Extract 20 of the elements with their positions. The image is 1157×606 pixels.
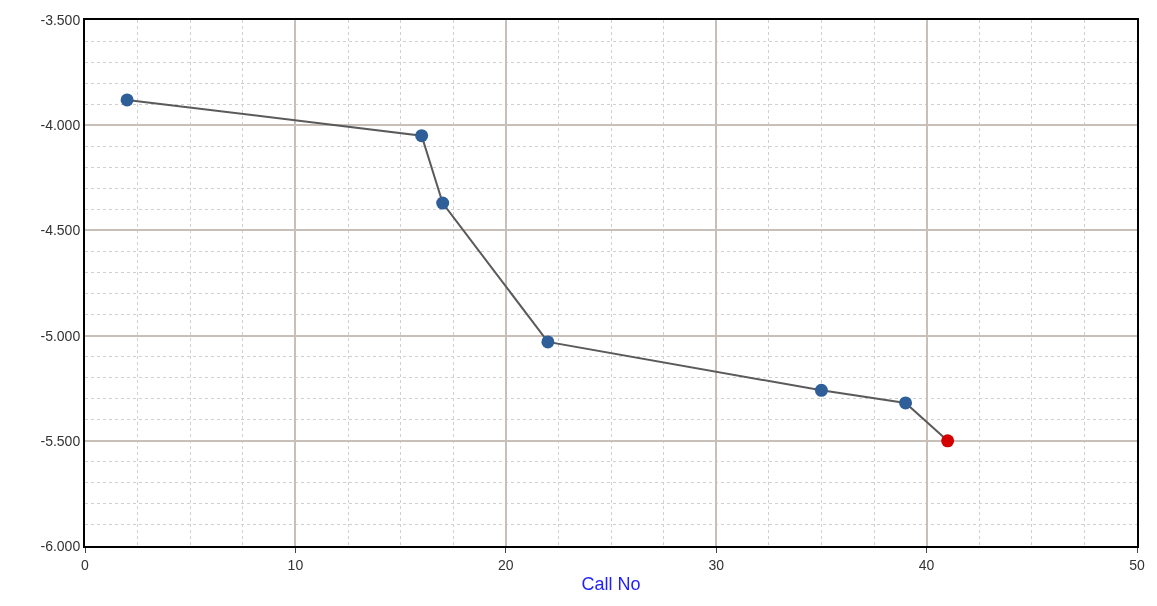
point xyxy=(415,129,429,143)
y-tick-label: -6.000 xyxy=(40,537,81,554)
point xyxy=(814,383,828,397)
x-tick-label: 20 xyxy=(498,556,514,573)
point xyxy=(436,196,450,210)
y-tick-label: -5.000 xyxy=(40,327,81,344)
point xyxy=(541,335,555,349)
y-tick-label: -3.500 xyxy=(40,11,81,28)
x-tick-label: 30 xyxy=(708,556,725,573)
x-tick-label: 50 xyxy=(1129,556,1145,573)
point xyxy=(120,93,134,107)
y-tick-label: -4.000 xyxy=(40,117,81,134)
x-tick-label: 10 xyxy=(287,556,304,573)
y-tick-label: -5.500 xyxy=(40,432,81,449)
x-tick-label: 0 xyxy=(81,556,90,573)
y-tick-label: -4.500 xyxy=(40,222,81,239)
point xyxy=(941,434,955,448)
point xyxy=(899,396,913,410)
x-tick-label: 40 xyxy=(918,556,935,573)
x-axis-title: Call No xyxy=(581,574,641,595)
